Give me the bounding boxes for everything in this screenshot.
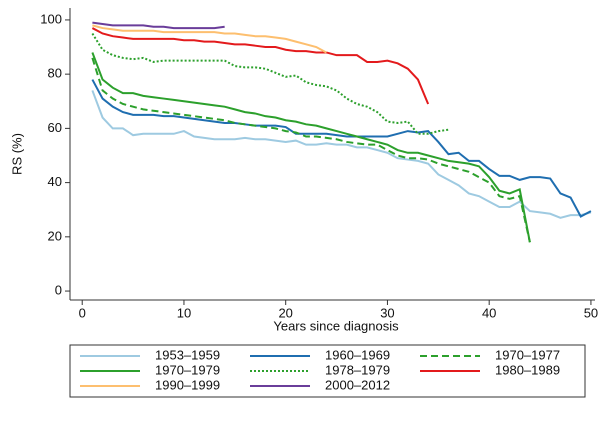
line-series (91, 27, 430, 105)
line-series (91, 90, 592, 219)
y-tick-label: 100 (40, 11, 62, 26)
y-axis-label: RS (%) (9, 133, 24, 175)
y-tick-label: 20 (48, 228, 62, 243)
legend-label: 1990–1999 (155, 377, 220, 392)
x-tick-label: 30 (380, 305, 394, 320)
legend-label: 1970–1979 (155, 362, 220, 377)
line-series (91, 52, 531, 243)
line-series (91, 79, 592, 218)
x-tick-label: 40 (482, 305, 496, 320)
line-series (91, 32, 449, 135)
x-axis-label: Years since diagnosis (273, 318, 399, 333)
legend-label: 1970–1977 (495, 347, 560, 362)
legend-label: 1978–1979 (325, 362, 390, 377)
line-series (92, 21, 225, 30)
y-tick-label: 40 (48, 174, 62, 189)
line-series (92, 24, 327, 54)
x-tick-label: 20 (278, 305, 292, 320)
line-series (91, 57, 531, 243)
y-tick-label: 0 (55, 282, 62, 297)
legend-label: 1953–1959 (155, 347, 220, 362)
legend-label: 2000–2012 (325, 377, 390, 392)
x-tick-label: 0 (79, 305, 86, 320)
y-tick-label: 60 (48, 120, 62, 135)
y-tick-label: 80 (48, 66, 62, 81)
legend-box (69, 344, 586, 398)
legend-label: 1980–1989 (495, 362, 560, 377)
x-tick-label: 50 (584, 305, 598, 320)
legend-label: 1960–1969 (325, 347, 390, 362)
x-tick-label: 10 (177, 305, 191, 320)
